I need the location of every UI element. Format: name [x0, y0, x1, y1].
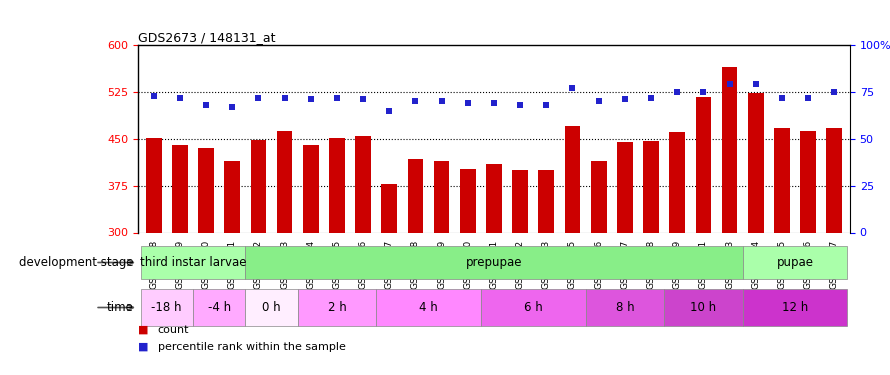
Text: pupae: pupae — [776, 256, 813, 269]
Bar — [742, 289, 847, 326]
Text: 8 h: 8 h — [616, 301, 635, 314]
Bar — [617, 142, 633, 232]
Bar — [246, 246, 742, 279]
Text: 10 h: 10 h — [691, 301, 716, 314]
Bar — [669, 132, 685, 232]
Text: percentile rank within the sample: percentile rank within the sample — [158, 342, 345, 352]
Bar — [146, 138, 161, 232]
Bar — [538, 170, 554, 232]
Bar — [486, 164, 502, 232]
Text: 6 h: 6 h — [524, 301, 543, 314]
Text: ■: ■ — [138, 325, 152, 335]
Bar — [591, 160, 606, 232]
Bar — [722, 67, 738, 232]
Text: -4 h: -4 h — [207, 301, 231, 314]
Bar — [250, 140, 266, 232]
Text: time: time — [107, 301, 134, 314]
Bar — [586, 289, 664, 326]
Bar — [376, 289, 481, 326]
Text: third instar larvae: third instar larvae — [140, 256, 247, 269]
Bar — [224, 160, 240, 232]
Text: -18 h: -18 h — [151, 301, 182, 314]
Text: GDS2673 / 148131_at: GDS2673 / 148131_at — [138, 31, 275, 44]
Bar — [748, 93, 764, 232]
Bar — [664, 289, 742, 326]
Text: 0 h: 0 h — [263, 301, 280, 314]
Text: 12 h: 12 h — [781, 301, 808, 314]
Bar — [564, 126, 580, 232]
Bar — [513, 170, 528, 232]
Bar — [193, 289, 246, 326]
Bar — [433, 160, 449, 232]
Text: 2 h: 2 h — [328, 301, 346, 314]
Bar — [695, 97, 711, 232]
Text: 4 h: 4 h — [419, 301, 438, 314]
Text: ■: ■ — [138, 342, 152, 352]
Bar — [460, 169, 475, 232]
Bar — [198, 147, 214, 232]
Bar — [297, 289, 376, 326]
Bar — [141, 289, 193, 326]
Bar — [277, 131, 293, 232]
Bar — [355, 136, 371, 232]
Bar — [382, 184, 397, 232]
Text: development stage: development stage — [19, 256, 134, 269]
Text: count: count — [158, 325, 189, 335]
Bar — [774, 128, 789, 232]
Bar — [172, 145, 188, 232]
Bar — [246, 289, 297, 326]
Bar — [329, 138, 344, 232]
Text: prepupae: prepupae — [465, 256, 522, 269]
Bar — [408, 159, 424, 232]
Bar — [303, 145, 319, 232]
Bar — [141, 246, 246, 279]
Bar — [481, 289, 586, 326]
Bar — [827, 128, 842, 232]
Bar — [742, 246, 847, 279]
Bar — [643, 141, 659, 232]
Bar — [800, 131, 816, 232]
